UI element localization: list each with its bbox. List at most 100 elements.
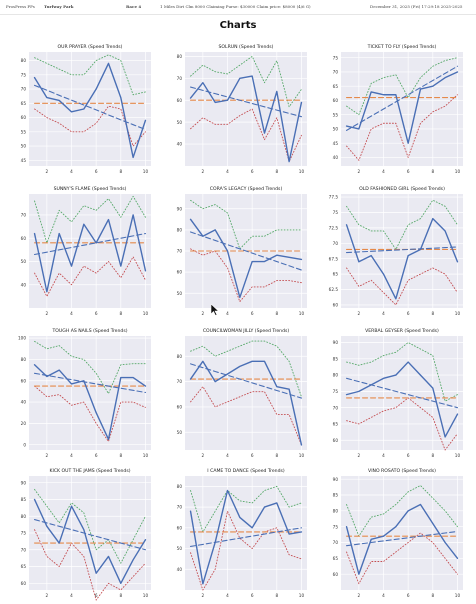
series-line-trend — [189, 527, 302, 548]
x-tick-label: 4 — [382, 593, 385, 598]
speed-chart: I CAME TO DANCE (Speed Trends) 40 50 60 70 80… — [161, 464, 311, 604]
series-line-upper — [34, 340, 146, 394]
y-tick-label: 77.5 — [329, 195, 339, 200]
y-tick-label: 85 — [333, 493, 339, 498]
y-tick-label: 50 — [177, 120, 183, 125]
series-line-upper — [190, 199, 302, 250]
chart-svg: SOLRUN (Speed Trends) 40 50 60 70 80 2 4 6 8 10 — [177, 44, 307, 174]
x-tick-label: 8 — [431, 593, 434, 598]
x-tick-label: 6 — [251, 453, 254, 458]
y-tick-label: 65 — [333, 556, 339, 561]
series-line-actual — [33, 62, 147, 159]
y-tick-label: 45 — [21, 158, 27, 163]
x-tick-label: 2 — [202, 169, 205, 174]
y-tick-label: 65 — [333, 84, 339, 89]
series-line-upper — [190, 485, 302, 533]
x-tick-label: 2 — [202, 311, 205, 316]
speed-chart: COUNCILWOMAN JILLY (Speed Trends) 50 60 70 8… — [161, 324, 311, 464]
y-tick-label: 70 — [177, 76, 183, 81]
y-tick-label: 70 — [333, 540, 339, 545]
x-tick-label: 6 — [407, 311, 410, 316]
series-line-actual — [33, 498, 147, 584]
series-line-lower — [190, 108, 302, 163]
x-tick-label: 8 — [119, 453, 122, 458]
chart-svg: OLD FASHIONED GIRL (Speed Trends) 60 62.5 6… — [329, 186, 463, 316]
series-line-lower — [34, 256, 146, 297]
series-line-upper — [190, 340, 302, 398]
chart-svg: KICK OUT THE JAMS (Speed Trends) 60 65 70 75… — [21, 468, 151, 601]
x-tick-label: 6 — [95, 453, 98, 458]
speed-chart: TOUGH AS NAILS (Speed Trends) 0 20 40 60 80 10… — [5, 324, 155, 464]
y-tick-label: 80 — [333, 373, 339, 378]
series-line-actual — [189, 489, 303, 585]
y-tick-label: 50 — [177, 430, 183, 435]
series-line-upper — [34, 54, 146, 96]
y-tick-label: 80 — [333, 508, 339, 513]
series-line-lower — [190, 248, 302, 303]
series-line-upper — [346, 485, 458, 537]
x-tick-label: 2 — [358, 593, 361, 598]
chart-svg: CORA'S LEGACY (Speed Trends) 50 60 70 80 90 2 4… — [177, 186, 307, 316]
y-tick-label: 40 — [21, 400, 27, 405]
y-tick-label: 60 — [333, 438, 339, 443]
x-tick-label: 2 — [46, 169, 49, 174]
chart-title: I CAME TO DANCE (Speed Trends) — [207, 468, 285, 474]
series-line-trend — [345, 377, 458, 409]
speed-chart: VINO ROSATO (Speed Trends) 60 65 70 75 80 85 90… — [317, 464, 467, 604]
y-tick-label: 60 — [21, 378, 27, 383]
plot-area — [185, 336, 307, 450]
x-tick-label: 8 — [275, 311, 278, 316]
chart-svg: VERBAL GEYSER (Speed Trends) 60 65 70 75 80 85… — [333, 328, 463, 458]
y-tick-label: 80 — [177, 54, 183, 59]
chart-svg: TOUGH AS NAILS (Speed Trends) 0 20 40 60 80 10… — [18, 328, 151, 458]
y-tick-label: 60 — [177, 405, 183, 410]
x-tick-label: 2 — [46, 453, 49, 458]
x-tick-label: 10 — [143, 593, 149, 598]
x-tick-label: 8 — [119, 311, 122, 316]
y-tick-label: 50 — [177, 546, 183, 551]
y-tick-label: 50 — [21, 259, 27, 264]
y-tick-label: 70 — [177, 249, 183, 254]
y-tick-label: 70 — [333, 241, 339, 246]
chart-svg: SUNNY'S FLAME (Speed Trends) 40 50 60 70 2 4 6 8… — [21, 186, 151, 316]
x-tick-label: 10 — [143, 453, 149, 458]
y-tick-label: 62.5 — [329, 287, 339, 292]
y-tick-label: 60 — [177, 270, 183, 275]
series-line-lower — [190, 510, 302, 591]
y-tick-label: 75 — [333, 55, 339, 60]
y-tick-label: 75 — [21, 72, 27, 77]
series-line-lower — [34, 385, 146, 442]
track-name: Turfway Park — [44, 4, 74, 9]
y-tick-label: 60 — [177, 525, 183, 530]
x-tick-label: 8 — [431, 453, 434, 458]
y-tick-label: 40 — [21, 282, 27, 287]
chart-title: KICK OUT THE JAMS (Speed Trends) — [49, 468, 130, 474]
chart-title: SOLRUN (Speed Trends) — [219, 44, 274, 50]
speed-chart: OUR PRAYER (Speed Trends) 45 50 55 60 65 70 75 8… — [5, 40, 155, 180]
x-tick-label: 2 — [202, 453, 205, 458]
page-header: ProsPress PPs Turfway Park Race 4 1 Mile… — [0, 0, 476, 15]
y-tick-label: 75 — [21, 531, 27, 536]
y-tick-label: 80 — [177, 484, 183, 489]
x-tick-label: 6 — [407, 593, 410, 598]
x-tick-label: 2 — [202, 593, 205, 598]
report-date: December 31, 2025 (Fri) 17:29:18 2025-20… — [370, 4, 463, 9]
series-line-lower — [346, 397, 458, 451]
x-tick-label: 8 — [119, 593, 122, 598]
x-tick-label: 10 — [455, 311, 461, 316]
y-tick-label: 70 — [21, 87, 27, 92]
chart-svg: TICKET TO FLY (Speed Trends) 40 45 50 55 60 65… — [333, 44, 463, 174]
series-line-actual — [345, 71, 459, 144]
y-tick-label: 100 — [18, 336, 26, 341]
x-tick-label: 6 — [95, 169, 98, 174]
series-line-lower — [346, 532, 458, 585]
y-tick-label: 75 — [333, 210, 339, 215]
y-tick-label: 75 — [333, 524, 339, 529]
speed-chart: SUNNY'S FLAME (Speed Trends) 40 50 60 70 2 4 6 8… — [5, 182, 155, 322]
x-tick-label: 8 — [431, 311, 434, 316]
series-line-trend — [33, 84, 146, 131]
x-tick-label: 10 — [143, 311, 149, 316]
series-line-actual — [189, 75, 303, 163]
series-line-upper — [34, 195, 146, 244]
x-tick-label: 4 — [226, 169, 229, 174]
